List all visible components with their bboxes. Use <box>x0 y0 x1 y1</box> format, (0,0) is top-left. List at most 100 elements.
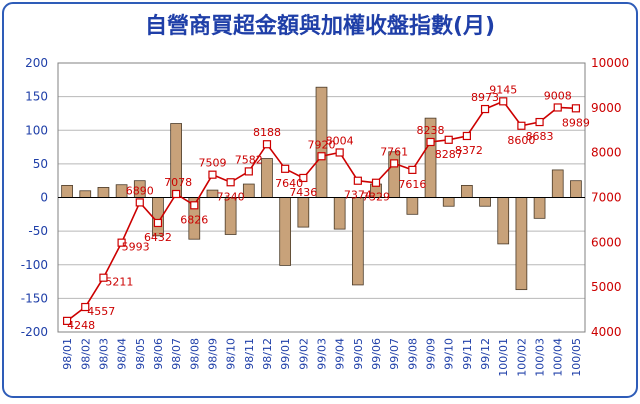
line-data-label: 7078 <box>164 176 192 189</box>
line-data-label: 7761 <box>380 145 408 158</box>
bar <box>515 197 528 291</box>
bar-layer <box>58 86 585 291</box>
x-tick-label: 98/10 <box>225 338 238 370</box>
line-data-label: 9008 <box>544 89 572 102</box>
line-data-label: 7640 <box>275 177 303 190</box>
bar <box>497 197 510 245</box>
line-data-label: 7509 <box>198 157 226 170</box>
x-tick-label: 100/04 <box>552 338 565 377</box>
x-tick-label: 100/05 <box>570 338 583 377</box>
bar <box>242 183 255 198</box>
x-tick-label: 98/01 <box>61 338 74 370</box>
line-point <box>135 198 144 207</box>
line-data-label: 7329 <box>362 191 390 204</box>
line-point <box>571 104 581 113</box>
line-point <box>172 189 181 199</box>
line-point <box>81 302 90 312</box>
line-point <box>390 159 399 168</box>
line-data-label: 8188 <box>253 126 281 139</box>
x-tick-label: 98/04 <box>116 338 129 370</box>
line-data-label: 8973 <box>471 91 499 104</box>
x-tick-label: 99/12 <box>479 338 492 370</box>
x-tick-label: 99/03 <box>316 338 329 370</box>
line-point <box>208 170 217 179</box>
line-data-label: 9145 <box>489 83 517 96</box>
line-point <box>426 137 435 147</box>
x-tick-label: 98/12 <box>261 338 274 370</box>
line-data-label: 6826 <box>180 213 208 226</box>
bar <box>61 184 73 198</box>
line-point <box>62 316 72 325</box>
bar <box>279 197 292 266</box>
bar <box>442 197 455 207</box>
y-right-tick-label: 8000 <box>591 146 622 160</box>
line-point <box>371 178 381 187</box>
line-point <box>281 164 290 173</box>
x-tick-label: 99/10 <box>443 338 456 370</box>
bar <box>79 190 92 198</box>
line-data-label: 8989 <box>562 116 590 129</box>
y-left-tick-label: 200 <box>25 56 48 70</box>
y-left-tick-label: 150 <box>25 90 48 104</box>
line-data-label: 7436 <box>289 186 317 199</box>
x-tick-label: 99/05 <box>352 338 365 370</box>
x-tick-label: 99/02 <box>297 338 310 370</box>
line-point <box>353 176 362 185</box>
bar <box>570 180 582 198</box>
x-tick-label: 99/06 <box>370 338 383 370</box>
line-data-label: 7616 <box>398 178 426 191</box>
line-point <box>335 148 344 157</box>
line-data-label: 7920 <box>308 138 336 151</box>
x-tick-label: 98/09 <box>206 338 219 370</box>
y-right-tick-label: 7000 <box>591 191 622 205</box>
bar <box>261 158 273 198</box>
line-point <box>553 103 562 112</box>
line-data-label: 5211 <box>105 276 133 289</box>
y-left-tick-label: 0 <box>40 191 48 205</box>
line-point <box>244 167 253 176</box>
x-tick-label: 98/03 <box>97 338 110 370</box>
y-right-tick-label: 5000 <box>591 280 622 294</box>
line-data-label: 7374 <box>344 189 372 202</box>
x-tick-label: 98/07 <box>170 338 183 370</box>
bar <box>97 187 110 198</box>
bar <box>533 197 546 219</box>
line-data-label: 8683 <box>526 130 554 143</box>
line-point <box>462 131 471 141</box>
line-data-label: 8287 <box>435 148 463 161</box>
axis-layer: 200 150 100 50 0 -50 -100 -150 -200 10000 9000 8000… <box>21 56 629 377</box>
bar <box>551 169 564 198</box>
line-data-label: 4248 <box>67 319 95 332</box>
line-point <box>99 273 108 282</box>
line-point <box>499 97 508 106</box>
chart-title: 自營商買超金額與加權收盤指數(月) <box>145 13 495 39</box>
x-tick-label: 98/11 <box>243 338 256 370</box>
line-point <box>153 218 163 228</box>
line-data-label: 7582 <box>235 153 263 166</box>
x-tick-label: 99/11 <box>461 338 474 370</box>
y-left-tick-label: -50 <box>28 224 48 238</box>
x-tick-label: 99/04 <box>334 338 347 370</box>
x-tick-label: 99/08 <box>406 338 419 370</box>
x-tick-label: 99/09 <box>425 338 438 370</box>
y-left-tick-label: 50 <box>33 157 48 171</box>
x-tick-label: 98/08 <box>188 338 201 370</box>
x-tick-label: 100/02 <box>515 338 528 377</box>
line-point <box>262 140 272 149</box>
x-tick-label: 98/02 <box>79 338 92 370</box>
line-data-label: 7340 <box>217 190 245 203</box>
y-left-tick-label: -150 <box>21 291 48 305</box>
y-right-tick-label: 9000 <box>591 101 622 115</box>
x-tick-label: 99/01 <box>279 338 292 370</box>
line-data-label: 5993 <box>122 241 150 254</box>
line-data-label: 8600 <box>507 134 535 147</box>
y-left-tick-label: 100 <box>25 123 48 137</box>
y-left-tick-label: -100 <box>21 258 48 272</box>
x-tick-label: 100/03 <box>534 338 547 377</box>
bar <box>461 184 473 198</box>
x-tick-label: 98/05 <box>134 338 147 370</box>
bar <box>333 197 346 230</box>
